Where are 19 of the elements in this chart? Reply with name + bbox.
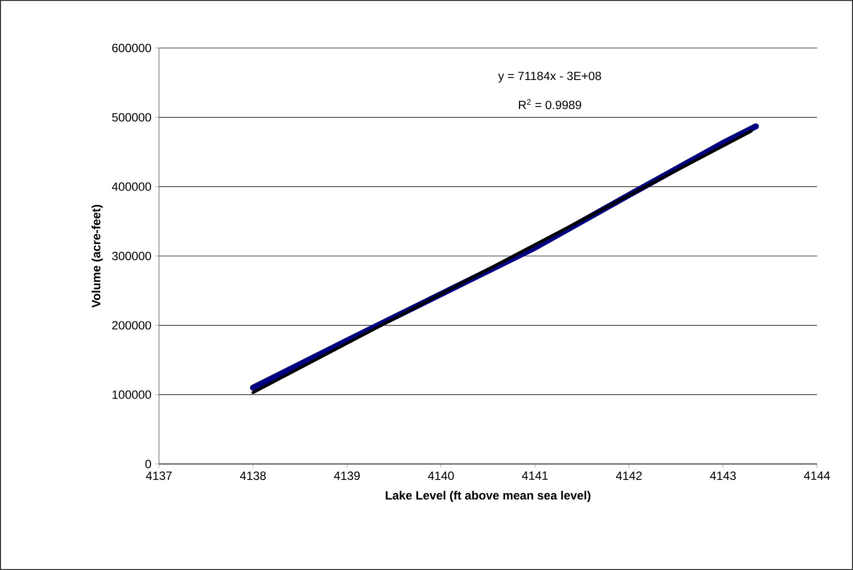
y-tick-label: 100000	[112, 390, 152, 399]
x-tick-label: 4142	[616, 472, 642, 480]
annotation: y = 71184x - 3E+08	[498, 72, 602, 83]
y-tick-label: 0	[145, 460, 152, 468]
y-axis-title: Volume (acre-feet)	[92, 204, 103, 308]
annotation: R$^{2}$ = 0.9989	[518, 99, 582, 110]
x-tick-label: 4137	[146, 472, 172, 480]
y-tick-label: 400000	[112, 182, 152, 191]
x-tick-label: 4143	[710, 472, 736, 480]
x-tick-label: 4139	[334, 472, 360, 480]
x-tick-label: 4140	[428, 472, 454, 480]
x-tick-label: 4138	[240, 472, 266, 480]
x-tick-label: 4144	[804, 472, 830, 480]
y-tick-label: 300000	[112, 252, 152, 260]
x-tick-label: 4141	[522, 472, 548, 480]
y-tick-label: 600000	[112, 44, 152, 52]
y-tick-label: 500000	[112, 113, 152, 122]
x-axis-title: Lake Level (ft above mean sea level)	[386, 490, 590, 502]
y-tick-label: 200000	[112, 321, 152, 330]
